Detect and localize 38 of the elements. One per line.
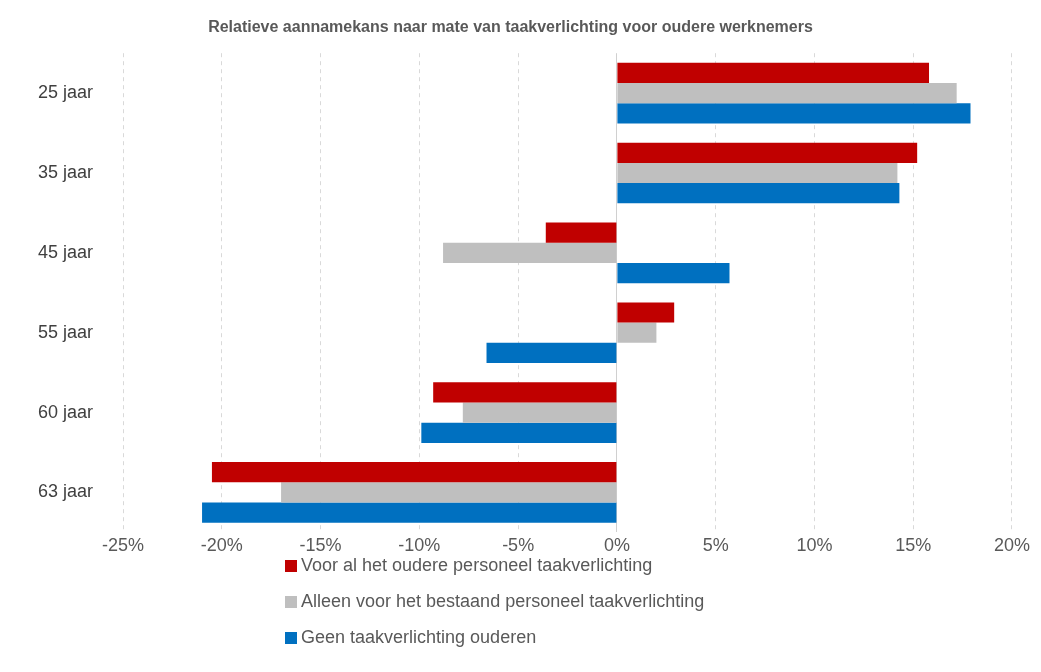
- x-tick-label: 20%: [993, 535, 1030, 556]
- legend-label: Geen taakverlichting ouderen: [301, 626, 537, 647]
- x-tick-label: 10%: [796, 535, 833, 556]
- y-tick-label: 45 jaar: [37, 241, 94, 262]
- bar: [617, 183, 900, 204]
- bar: [617, 322, 657, 343]
- x-tick-label: 15%: [895, 535, 932, 556]
- bar: [617, 162, 898, 184]
- x-tick-label: 0%: [603, 535, 630, 556]
- x-tick-label: -20%: [200, 535, 243, 556]
- x-tick-label: -5%: [502, 535, 535, 556]
- bar: [545, 222, 617, 243]
- bar: [617, 103, 971, 124]
- bar: [617, 83, 957, 104]
- chart-title: Relatieve aannamekans naar mate van taakverlichting voor oudere werknemers: [208, 18, 813, 36]
- bar: [462, 402, 617, 423]
- x-tick-label: -25%: [102, 535, 145, 556]
- bar: [202, 502, 617, 523]
- y-tick-label: 35 jaar: [37, 161, 94, 182]
- y-tick-label: 25 jaar: [37, 82, 94, 103]
- bar: [443, 242, 617, 263]
- x-tick-label: -15%: [299, 535, 342, 556]
- bar: [211, 462, 617, 483]
- bar: [617, 62, 930, 84]
- legend-label: Voor al het oudere personeel taakverlichting: [301, 554, 653, 575]
- bar: [617, 142, 918, 163]
- bar: [617, 302, 675, 323]
- bar: [486, 342, 617, 364]
- y-tick-label: 60 jaar: [37, 401, 94, 422]
- bar: [281, 482, 617, 503]
- y-tick-label: 63 jaar: [37, 481, 94, 502]
- bar: [617, 262, 730, 284]
- x-tick-label: 5%: [702, 535, 729, 556]
- y-tick-label: 55 jaar: [37, 321, 94, 342]
- legend-label: Alleen voor het bestaand personeel taakverlichting: [301, 590, 705, 611]
- x-tick-label: -10%: [398, 535, 441, 556]
- bar: [421, 422, 617, 443]
- bar: [433, 382, 617, 403]
